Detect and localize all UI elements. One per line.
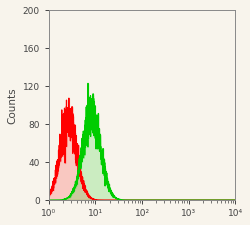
Y-axis label: Counts: Counts (7, 87, 17, 124)
